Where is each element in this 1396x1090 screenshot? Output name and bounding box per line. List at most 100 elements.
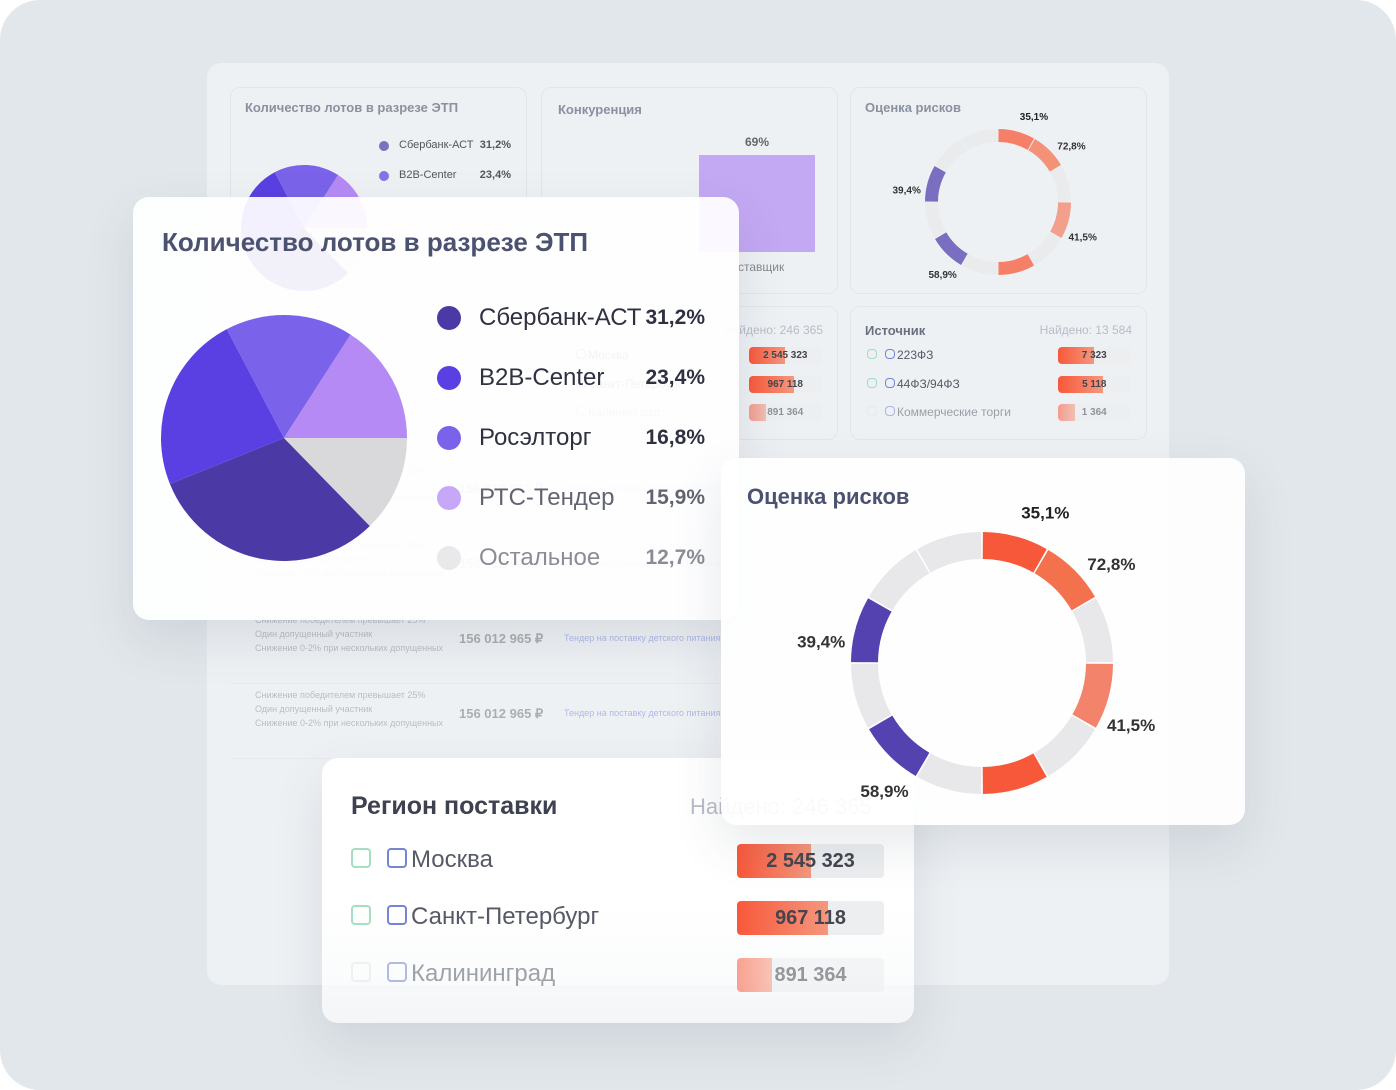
count-fill (748, 404, 767, 421)
legend-name: B2B-Center (399, 169, 457, 181)
donut-segment (925, 165, 946, 202)
row-name: Москва (411, 846, 493, 873)
mini-title: Источник (865, 323, 926, 338)
legend-name: Сбербанк-АСТ (479, 304, 642, 331)
count-label: 891 364 (767, 407, 804, 418)
donut-segment (961, 254, 998, 275)
count-label: 2 545 323 (763, 350, 808, 361)
donut-segment (851, 663, 892, 728)
donut-label: 58,9% (928, 270, 956, 281)
legend-name: Росэлторг (479, 424, 592, 451)
count-label: 7 323 (1081, 350, 1107, 361)
donut-label: 35,1% (1020, 112, 1048, 123)
count-bar: 891 364 (737, 958, 884, 992)
tender-note: Снижение победителем превышает 25% (255, 690, 426, 700)
count-bar: 1 364 (1057, 404, 1131, 421)
list-row: Санкт-Петербург 967 118 (322, 901, 914, 958)
count-bar: 7 323 (1057, 347, 1131, 364)
count-fill (737, 958, 773, 992)
legend-value: 16,8% (645, 426, 705, 449)
list-row: Москва 2 545 323 (322, 844, 914, 901)
tender-amount: 156 012 965 ₽ (459, 631, 544, 646)
count-fill (737, 901, 829, 935)
pie-slice (226, 315, 351, 438)
bar-category: ставщик (738, 260, 785, 274)
legend-name: Сбербанк-АСТ (399, 139, 474, 151)
donut-segment (998, 254, 1035, 275)
donut-segment (982, 532, 1047, 573)
bar-label: 69% (745, 135, 770, 149)
legend-item: РТС-Тендер 15,9% (435, 480, 715, 516)
donut-segment (1050, 165, 1071, 202)
count-bar: 967 118 (737, 901, 884, 935)
tender-note: Один допущенный участник (255, 704, 373, 714)
donut-segment (961, 129, 998, 150)
mini-title: Количество лотов в разрезе ЭТП (245, 100, 459, 115)
donut-segment (869, 550, 930, 611)
legend-item: Сбербанк-АСТ 31,2% (377, 138, 517, 154)
tender-amount: 156 012 965 ₽ (459, 706, 544, 721)
found-count: Найдено: 246 365 (723, 323, 823, 337)
donut-segment (1072, 598, 1113, 663)
tender-description: Тендер на поставку детского питания (564, 708, 721, 718)
mini-risk-card: Оценка рисков 35,1% 72,8% 41,5% 58,9% 39,4% (850, 87, 1147, 294)
donut-label: 58,9% (860, 782, 908, 801)
donut-label: 41,5% (1107, 716, 1155, 735)
count-bar: 967 118 (748, 375, 822, 393)
mini-title: Конкуренция (558, 102, 642, 117)
legend-name: РТС-Тендер (479, 484, 615, 511)
count-bar: 891 364 (748, 404, 822, 421)
checkbox (351, 905, 371, 925)
count-label: 5 118 (1082, 378, 1107, 390)
tender-note: Один допущенный участник (255, 629, 373, 639)
donut-label: 35,1% (1021, 503, 1069, 522)
found-count: Найдено: 13 584 (1039, 323, 1132, 337)
legend-value: 23,4% (479, 169, 511, 181)
list-row: Коммерческие торги 1 364 (851, 404, 1146, 433)
legend-item: Остальное 12,7% (435, 540, 715, 576)
legend-item: Росэлторг 16,8% (435, 420, 715, 456)
list-row: Калининград 891 364 (322, 958, 914, 1015)
donut-segment (1072, 663, 1113, 728)
checkbox (387, 905, 407, 925)
pie-chart (161, 315, 407, 561)
legend-name: B2B-Center (479, 364, 605, 391)
pie-slice (161, 329, 284, 484)
donut-segment (1034, 550, 1095, 611)
donut-label: 72,8% (1087, 555, 1135, 574)
checkbox (387, 962, 407, 982)
donut-segment (917, 532, 982, 573)
legend-value: 31,2% (479, 139, 511, 151)
donut-segment (935, 232, 968, 265)
legend-name: Остальное (479, 544, 601, 571)
row-name: Санкт-Петербург (411, 903, 600, 930)
donut-segment (1028, 139, 1061, 172)
donut-segment (935, 139, 968, 172)
tender-description: Тендер на поставку детского питания (564, 633, 721, 643)
legend-dot (437, 366, 461, 390)
count-fill (1057, 404, 1076, 421)
count-label: 891 364 (774, 964, 847, 986)
card-title: Регион поставки (351, 792, 558, 820)
legend-dot (437, 306, 461, 330)
row-name: 44ФЗ/94ФЗ (897, 376, 960, 391)
checkbox (351, 848, 371, 868)
donut-label: 72,8% (1057, 141, 1085, 152)
checkbox (885, 349, 895, 359)
tender-note: Снижение победителем превышает 25% (255, 615, 426, 625)
donut-segment (1034, 715, 1095, 776)
mini-source-card: Источник Найдено: 13 584 223ФЗ 7 323 44ФЗ/… (850, 306, 1147, 440)
legend-value: 12,7% (645, 546, 705, 569)
risk-card: Оценка рисков 35,1% 72,8% 41,5% 58,9% 39,4% (721, 458, 1245, 825)
count-fill (737, 844, 811, 878)
mini-donut: 35,1% 72,8% 41,5% 58,9% 39,4% (893, 112, 1097, 281)
legend-dot (379, 141, 389, 151)
legend-value: 15,9% (645, 486, 705, 509)
pie-slice (274, 165, 339, 228)
pie-slice (284, 334, 407, 438)
card-title: Количество лотов в разрезе ЭТП (162, 227, 589, 257)
region-card: Регион поставки Найдено: 246 365 Москва2… (322, 758, 914, 1023)
checkbox (885, 406, 895, 416)
tender-note: Снижение 0-2% при нескольких допущенных (255, 718, 444, 728)
